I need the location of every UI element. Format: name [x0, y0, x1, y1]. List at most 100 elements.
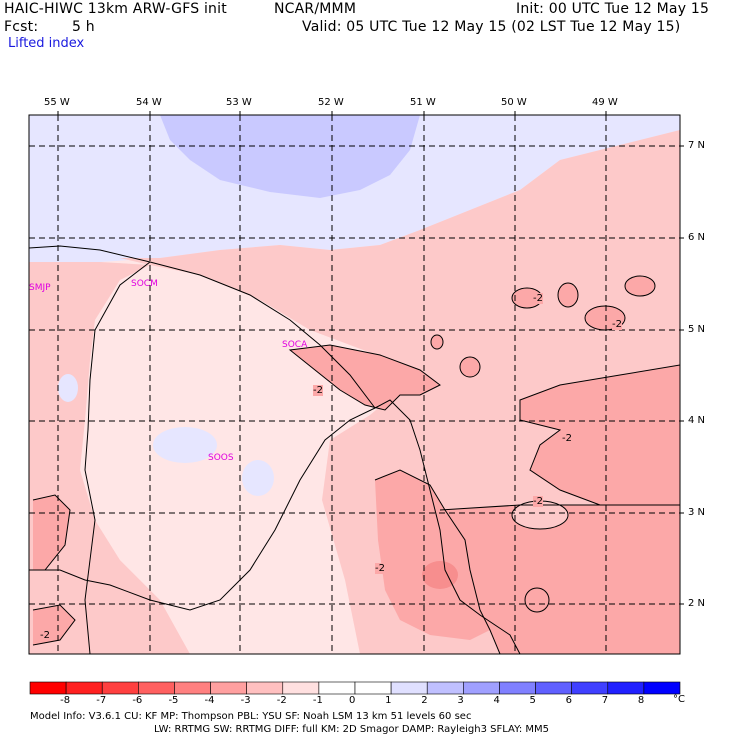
colorbar-tick-label: -1 — [312, 695, 323, 706]
fill-p1-2 — [160, 115, 420, 198]
contour-label: -2 — [40, 630, 50, 641]
lat-label: 5 N — [688, 324, 706, 335]
colorbar-tick-label: -8 — [60, 695, 71, 706]
forecast-label: Fcst: — [4, 19, 39, 35]
lat-label: 3 N — [688, 507, 706, 518]
fill-m2-m1-west — [29, 262, 190, 654]
colorbar-swatch — [390, 681, 428, 695]
contour-label: -2 — [562, 433, 572, 444]
fill-lt-m2-blob — [525, 588, 549, 612]
valid-time: Valid: 05 UTC Tue 12 May 15 (02 LST Tue … — [302, 19, 681, 35]
colorbar-swatch — [246, 681, 284, 695]
colorbar-tick-label: -3 — [240, 695, 251, 706]
colorbar-tick-label: 8 — [637, 695, 645, 706]
contour-label: -2 — [313, 385, 323, 396]
colorbar-swatch — [535, 681, 572, 695]
colorbar-swatch — [354, 681, 392, 695]
contour-line — [524, 587, 550, 613]
contour-line — [624, 275, 656, 297]
colorbar-tick-label: -5 — [168, 695, 179, 706]
colorbar-swatch — [499, 681, 536, 695]
fill-p0-1-blob — [153, 427, 217, 463]
colorbar-swatch — [318, 681, 356, 695]
colorbar-tick-label: 4 — [493, 695, 500, 706]
map-frame — [28, 114, 681, 655]
fill-dark-spot — [422, 561, 458, 589]
contour-label: -2 — [375, 563, 385, 574]
colorbar-tick-label: -6 — [132, 695, 143, 706]
fill-lt-m2 — [290, 345, 440, 410]
colorbar-tick-label: 1 — [385, 695, 392, 706]
lat-label: 7 N — [688, 140, 706, 151]
lon-label: 51 W — [410, 97, 436, 108]
fill-lt-m2-blob — [431, 335, 443, 349]
fill-lt-m2 — [520, 365, 680, 505]
init-time: Init: 00 UTC Tue 12 May 15 — [516, 1, 710, 17]
colorbar-swatch — [29, 681, 67, 695]
station-label: SMJP — [29, 283, 51, 293]
model-info-line1: Model Info: V3.6.1 CU: KF MP: Thompson P… — [30, 711, 472, 722]
station-label: SOCM — [131, 279, 158, 289]
fill-lt-m2-blob — [460, 357, 480, 377]
contour-line — [519, 364, 680, 506]
lon-label: 55 W — [44, 97, 70, 108]
colorbar-swatch — [463, 681, 500, 695]
colorbar-swatch — [138, 681, 175, 695]
colorbar-tick-label: -4 — [204, 695, 215, 706]
colorbar-swatch — [643, 681, 681, 695]
fill-lt-m2 — [33, 495, 70, 570]
fill-lt-m2-blob — [558, 283, 578, 307]
contour-line — [557, 282, 579, 308]
fill-p0-1-blob — [58, 374, 78, 402]
lat-label: 4 N — [688, 415, 706, 426]
colorbar — [29, 681, 681, 695]
colorbar-tick-label: 5 — [529, 695, 536, 706]
model-title: HAIC-HIWC 13km ARW-GFS init — [4, 1, 227, 17]
forecast-hours: 5 h — [72, 19, 95, 35]
colorbar-tick-label: 6 — [565, 695, 573, 706]
colorbar-tick-label: -7 — [96, 695, 107, 706]
contour-label: -2 — [612, 319, 622, 330]
lon-label: 54 W — [136, 97, 162, 108]
border-line — [374, 399, 521, 654]
coastline — [29, 245, 376, 409]
colorbar-tick-label: 0 — [349, 695, 356, 706]
lon-label: 50 W — [501, 97, 527, 108]
border-line — [29, 407, 376, 611]
contour-line — [459, 356, 481, 378]
fill-lt-m2-blob — [625, 276, 655, 296]
contour-line — [374, 469, 501, 654]
colorbar-swatch — [65, 681, 103, 695]
contour-line — [288, 344, 441, 411]
lon-label: 53 W — [226, 97, 252, 108]
station-label: SOOS — [208, 453, 234, 463]
colorbar-swatch — [607, 681, 645, 695]
field-name: Lifted index — [8, 36, 85, 51]
lat-label: 6 N — [688, 232, 706, 243]
colorbar-swatch — [571, 681, 609, 695]
colorbar-tick-label: 2 — [421, 695, 428, 706]
contour-line — [430, 334, 444, 350]
lon-label: 52 W — [318, 97, 344, 108]
colorbar-swatch — [426, 681, 464, 695]
colorbar-swatch — [101, 681, 139, 695]
colorbar-tick-label: -2 — [276, 695, 287, 706]
contour-label: -2 — [533, 293, 543, 304]
colorbar-swatch — [174, 681, 211, 695]
colorbar-swatch — [282, 681, 320, 695]
contour-line — [32, 604, 76, 646]
model-info-line2: LW: RRTMG SW: RRTMG DIFF: full KM: 2D Sm… — [154, 724, 550, 735]
org-label: NCAR/MMM — [274, 1, 357, 17]
fill-p0-1-blob — [242, 460, 274, 496]
colorbar-swatch — [210, 681, 247, 695]
colorbar-tick-label: 3 — [457, 695, 464, 706]
colorbar-unit: °C — [673, 694, 685, 705]
fill-m2-m1-patch — [512, 501, 568, 529]
lon-label: 49 W — [592, 97, 618, 108]
contour-label: -2 — [533, 496, 543, 507]
lat-label: 2 N — [688, 598, 706, 609]
colorbar-tick-label: 7 — [601, 695, 609, 706]
station-label: SOCA — [282, 340, 308, 350]
fill-lt-m2 — [440, 505, 680, 654]
